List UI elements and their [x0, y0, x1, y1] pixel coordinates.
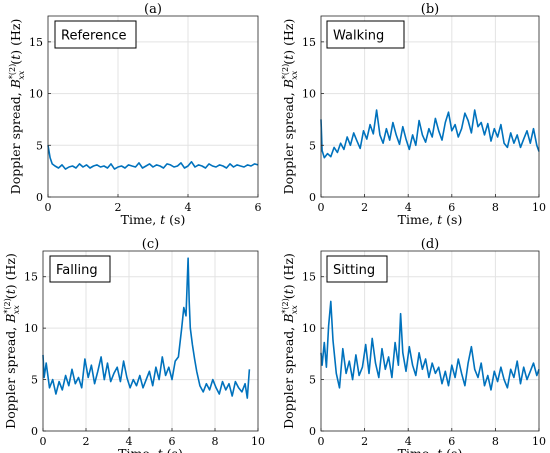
x-tick-label: 8 — [492, 435, 499, 448]
x-tick-label: 10 — [532, 201, 546, 214]
y-tick-label: 10 — [29, 88, 43, 101]
x-tick-label: 0 — [45, 201, 52, 214]
chart-panel-b: 0 2 4 6 8 10 0 5 10 15 (b) Time, t (s) Doppler sprea… — [281, 2, 546, 227]
x-axis-label: Time, t (s) — [398, 446, 463, 453]
x-tick-label: 4 — [405, 435, 412, 448]
x-tick-label: 8 — [492, 201, 499, 214]
y-tick-label: 5 — [309, 139, 316, 152]
x-tick-label: 2 — [115, 201, 122, 214]
y-tick-label: 5 — [31, 374, 38, 387]
x-tick-label: 10 — [532, 435, 546, 448]
x-tick-label: 2 — [83, 435, 90, 448]
legend-label: Falling — [56, 263, 98, 278]
panel-title: (c) — [142, 237, 159, 252]
x-tick-label: 8 — [212, 435, 219, 448]
y-tick-label: 10 — [302, 88, 316, 101]
panel-title: (b) — [421, 2, 439, 17]
y-tick-label: 15 — [302, 271, 316, 284]
y-axis-label: Doppler spread, B*(2)xx(t) (Hz) — [3, 253, 21, 429]
axes-frame — [47, 15, 259, 198]
y-tick-label: 15 — [302, 36, 316, 49]
axes-frame — [42, 250, 259, 432]
legend-box — [49, 255, 111, 283]
y-tick-label: 15 — [24, 271, 38, 284]
axes-frame — [320, 250, 540, 432]
y-tick-label: 10 — [24, 322, 38, 335]
series-line — [47, 145, 259, 170]
panel-title: (a) — [144, 2, 162, 17]
x-tick-label: 4 — [405, 201, 412, 214]
y-axis-label: Doppler spread, B*(2)xx(t) (Hz) — [281, 253, 299, 429]
x-axis-label: Time, t (s) — [121, 212, 186, 227]
x-axis-label: Time, t (s) — [398, 212, 463, 227]
x-tick-label: 6 — [169, 435, 176, 448]
x-tick-label: 6 — [255, 201, 262, 214]
y-tick-label: 5 — [309, 374, 316, 387]
legend-label: Walking — [333, 29, 384, 44]
legend-box — [326, 20, 405, 49]
y-tick-label: 15 — [29, 36, 43, 49]
x-tick-label: 10 — [251, 435, 265, 448]
y-tick-label: 5 — [36, 139, 43, 152]
x-tick-label: 2 — [361, 435, 368, 448]
y-tick-label: 0 — [36, 191, 43, 204]
x-axis-label: Time, t (s) — [118, 446, 183, 453]
y-tick-label: 10 — [302, 322, 316, 335]
series-line — [320, 109, 540, 159]
x-tick-label: 0 — [318, 435, 325, 448]
y-tick-label: 0 — [309, 191, 316, 204]
x-tick-label: 6 — [448, 201, 455, 214]
y-axis-label: Doppler spread, B*(2)xx(t) (Hz) — [281, 19, 299, 195]
y-axis-label: Doppler spread, B*(2)xx(t) (Hz) — [8, 19, 26, 195]
x-tick-label: 0 — [40, 435, 47, 448]
legend-label: Sitting — [333, 263, 375, 278]
chart-panel-c: 0 2 4 6 8 10 0 5 10 15 (c) Time, t (s) Doppler sprea… — [3, 237, 265, 453]
x-tick-label: 0 — [318, 201, 325, 214]
chart-panel-a: 0 2 4 6 0 5 10 15 (a) Time, t (s) Doppler spread, … — [8, 2, 262, 227]
panel-title: (d) — [421, 237, 439, 252]
x-tick-label: 4 — [126, 435, 133, 448]
legend-box — [54, 20, 137, 49]
chart-panel-d: 0 2 4 6 8 10 0 5 10 15 (d) Time, t (s) Doppler sprea… — [281, 237, 546, 453]
x-tick-label: 4 — [185, 201, 192, 214]
legend-label: Reference — [61, 29, 126, 44]
y-tick-label: 0 — [31, 425, 38, 438]
x-tick-label: 2 — [361, 201, 368, 214]
series-line — [42, 257, 251, 399]
legend-box — [326, 255, 388, 283]
series-line — [320, 300, 540, 391]
x-tick-label: 6 — [448, 435, 455, 448]
y-tick-label: 0 — [309, 425, 316, 438]
axes-frame — [320, 15, 540, 198]
